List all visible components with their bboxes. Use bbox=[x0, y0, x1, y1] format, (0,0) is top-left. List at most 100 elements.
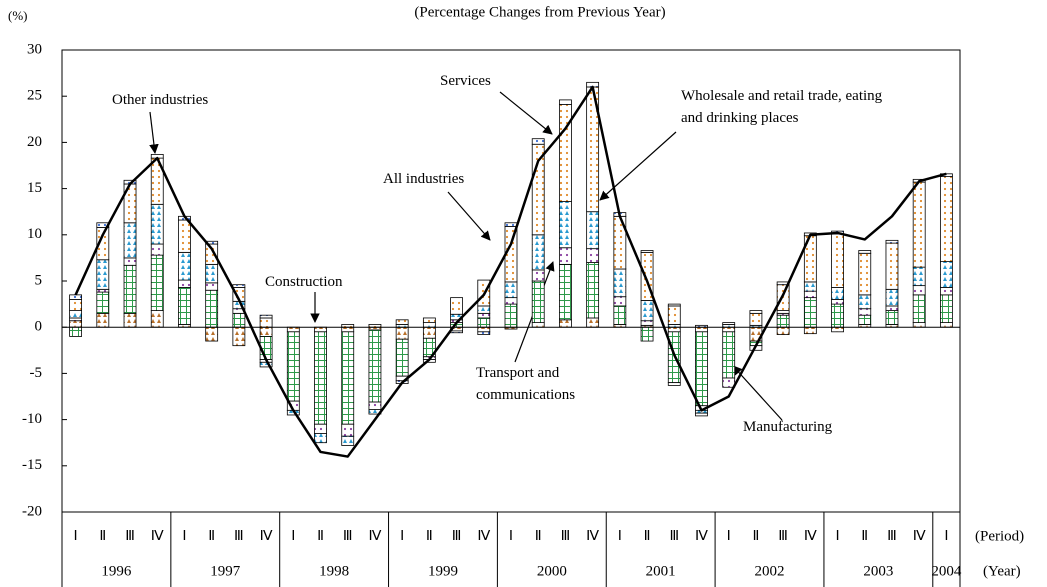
annotation: Other industries bbox=[112, 92, 209, 108]
x-tick-label: Ⅳ bbox=[260, 529, 273, 544]
year-label: 1997 bbox=[210, 563, 241, 579]
bar-segment bbox=[178, 219, 191, 253]
bar-segment bbox=[69, 299, 83, 311]
y-tick-label: -15 bbox=[22, 457, 42, 473]
bar-segment bbox=[722, 331, 736, 379]
bar-segment bbox=[286, 331, 300, 402]
bar-segment bbox=[559, 247, 572, 265]
y-tick-label: 0 bbox=[35, 319, 43, 335]
bar-segment bbox=[912, 181, 926, 268]
bar-segment bbox=[341, 331, 355, 425]
y-tick-label: 25 bbox=[27, 88, 42, 104]
x-tick-label: Ⅲ bbox=[669, 529, 679, 544]
annotation: Construction bbox=[265, 274, 343, 290]
bar-segment bbox=[477, 305, 491, 314]
bar-segment bbox=[450, 297, 463, 315]
x-tick-label: Ⅰ bbox=[509, 529, 513, 544]
bar-segment bbox=[531, 322, 545, 328]
x-tick-label: Ⅱ bbox=[861, 529, 868, 544]
x-tick-label: Ⅲ bbox=[887, 529, 897, 544]
line bbox=[74, 85, 947, 458]
x-tick-label: Ⅱ bbox=[99, 529, 106, 544]
bar-segment bbox=[395, 319, 409, 325]
year-label: 2004 bbox=[931, 563, 962, 579]
x-tick-label: Ⅱ bbox=[426, 529, 433, 544]
bar-segment bbox=[96, 312, 110, 328]
bar-segment bbox=[69, 310, 83, 319]
arrow bbox=[499, 91, 553, 135]
x-tick-label: Ⅲ bbox=[125, 529, 135, 544]
bar-segment bbox=[912, 322, 926, 328]
bar-segment bbox=[722, 322, 736, 325]
bar-segment bbox=[586, 248, 600, 263]
bar-segment bbox=[831, 326, 844, 333]
bar-segment bbox=[667, 303, 681, 307]
y-tick-label: 5 bbox=[35, 272, 43, 288]
year-label: 2001 bbox=[646, 563, 676, 579]
bar-segment bbox=[613, 268, 627, 298]
bar-segment bbox=[831, 299, 844, 305]
arrow bbox=[447, 191, 491, 241]
year-label: 2002 bbox=[755, 563, 785, 579]
year-label: 2000 bbox=[537, 563, 567, 579]
bar-segment bbox=[368, 329, 382, 403]
bar-segment bbox=[559, 99, 572, 105]
y-tick-label: 10 bbox=[27, 226, 42, 242]
bar-segment bbox=[667, 305, 681, 325]
bar-segment bbox=[422, 322, 436, 328]
y-tick-label: 20 bbox=[27, 134, 42, 150]
bar-segment bbox=[232, 326, 246, 347]
bar-segment bbox=[586, 317, 600, 328]
bar-segment bbox=[96, 288, 110, 293]
x-tick-label: Ⅳ bbox=[695, 529, 708, 544]
x-tick-label: Ⅲ bbox=[452, 529, 462, 544]
bar-segment bbox=[939, 261, 953, 288]
bar-segment bbox=[123, 264, 137, 314]
bar-segment bbox=[831, 287, 844, 300]
x-tick-label: Ⅰ bbox=[74, 529, 78, 544]
y-tick-label: -20 bbox=[22, 503, 42, 519]
arrows bbox=[149, 91, 783, 421]
arrow bbox=[599, 131, 677, 201]
bar-segment bbox=[232, 312, 246, 328]
bar-segment bbox=[559, 263, 572, 321]
bar-segment bbox=[749, 312, 763, 326]
bar-segment bbox=[69, 294, 83, 300]
annotation: Transport and communications bbox=[476, 365, 576, 403]
bar-segment bbox=[722, 377, 736, 388]
bar-segment bbox=[314, 433, 327, 444]
bar-segment bbox=[504, 281, 518, 299]
x-tick-label: Ⅰ bbox=[182, 529, 186, 544]
bar-segment bbox=[96, 291, 110, 314]
bar-segment bbox=[640, 320, 654, 326]
bar-segment bbox=[477, 317, 491, 328]
x-tick-label: Ⅳ bbox=[368, 529, 381, 544]
bar-segment bbox=[885, 239, 899, 244]
bar-segment bbox=[286, 326, 300, 333]
bar-segment bbox=[150, 203, 164, 245]
bar-segment bbox=[749, 310, 763, 314]
bar-segment bbox=[912, 266, 926, 287]
bar-segment bbox=[259, 361, 273, 368]
bar-segment bbox=[205, 289, 219, 328]
y-axis-label: (%) bbox=[8, 8, 28, 23]
x-tick-label: Ⅰ bbox=[944, 529, 948, 544]
x-tick-label: Ⅱ bbox=[644, 529, 651, 544]
y-tick-label: -5 bbox=[30, 365, 43, 381]
bar-segment bbox=[939, 287, 953, 296]
bar-segment bbox=[69, 317, 83, 322]
bar-segment bbox=[259, 317, 273, 328]
x-tick-label: Ⅳ bbox=[151, 529, 164, 544]
bar-segment bbox=[722, 326, 736, 333]
bar-segment bbox=[150, 310, 164, 328]
bar-segment bbox=[69, 326, 83, 337]
bar-segment bbox=[531, 234, 545, 271]
bar-segment bbox=[613, 305, 627, 325]
year-label: 2003 bbox=[863, 563, 893, 579]
bar-segment bbox=[531, 280, 545, 323]
bar-segment bbox=[259, 326, 273, 337]
annotation: Wholesale and retail trade, eating and d… bbox=[681, 88, 883, 126]
bar-segment bbox=[123, 312, 137, 328]
bar-segment bbox=[640, 326, 654, 342]
period-label: (Period) bbox=[975, 528, 1024, 544]
